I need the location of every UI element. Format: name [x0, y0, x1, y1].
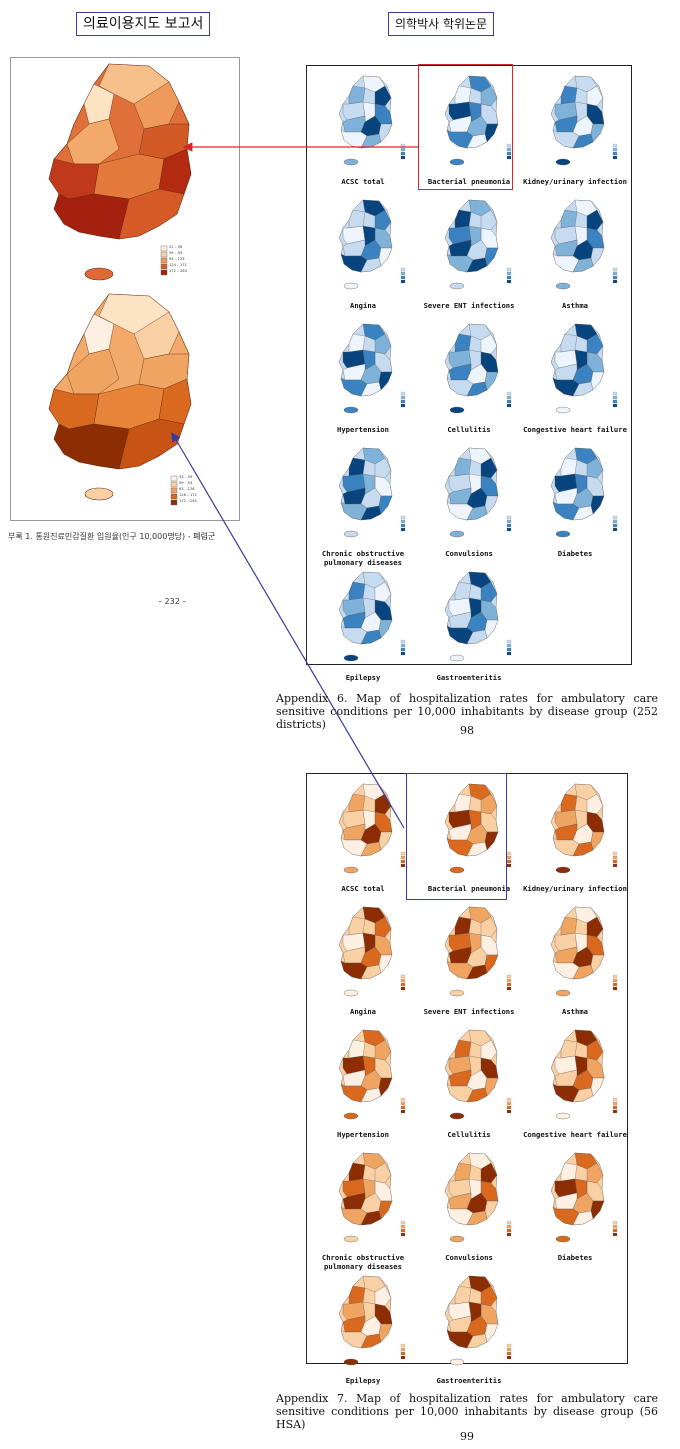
map-panel-label: Congestive heart failure: [523, 425, 627, 434]
choropleth-map: [444, 447, 512, 538]
map-panel: Kidney/urinary infection: [522, 70, 628, 194]
map-panel: Hypertension: [310, 318, 416, 442]
choropleth-map: [550, 323, 618, 414]
choropleth-map: [444, 906, 512, 997]
choropleth-map: [338, 199, 406, 290]
map-panel-label: Epilepsy: [345, 673, 381, 682]
map-panel: ACSC total: [310, 778, 416, 901]
appendix7-caption: Appendix 7. Map of hospitalization rates…: [276, 1392, 658, 1431]
map-panel-label: Convulsions: [445, 1253, 493, 1262]
left-section-title: 의료이용지도 보고서: [76, 12, 211, 36]
map-panel-label: Gastroenteritis: [436, 1376, 502, 1385]
choropleth-map: [338, 783, 406, 874]
choropleth-map: [550, 783, 618, 874]
map-panel-label: Congestive heart failure: [523, 1130, 627, 1139]
map-panel: Bacterial pneumonia: [416, 70, 522, 194]
map-panel: Epilepsy: [310, 566, 416, 690]
map-panel-label: Epilepsy: [345, 1376, 381, 1385]
map-panel-label: Diabetes: [557, 549, 593, 558]
choropleth-map: [338, 1275, 406, 1366]
map-panel-label: Asthma: [562, 301, 588, 310]
map-panel-label: Diabetes: [557, 1253, 593, 1262]
map-panel: Congestive heart failure: [522, 318, 628, 442]
map-panel: Congestive heart failure: [522, 1024, 628, 1147]
report-maps: [48, 63, 192, 506]
map-panel-label: Kidney/urinary infection: [523, 177, 627, 186]
choropleth-map: [444, 783, 512, 874]
choropleth-map: [444, 571, 512, 662]
choropleth-map: [550, 1152, 618, 1243]
choropleth-map: [550, 447, 618, 538]
left-page-number: – 232 –: [158, 597, 187, 606]
choropleth-map: [338, 323, 406, 414]
map-panel: Epilepsy: [310, 1270, 416, 1393]
highlight-red-box: [418, 64, 513, 190]
map-panel-label: Severe ENT infections: [423, 1007, 515, 1016]
map-panel-label: Severe ENT infections: [423, 301, 515, 310]
map-panel-label: Gastroenteritis: [436, 673, 502, 682]
report-map-frame: 22 – 58 59 – 93 94 – 123 124 – 171 172 –…: [10, 57, 240, 521]
map-panel: Severe ENT infections: [416, 194, 522, 318]
map-panel-label: Cellulitis: [447, 425, 491, 434]
highlight-blue-box: [406, 773, 507, 900]
map-panel-label: ACSC total: [341, 884, 385, 893]
map-panel: ACSC total: [310, 70, 416, 194]
map-panel: Kidney/urinary infection: [522, 778, 628, 901]
map-panel: Bacterial pneumonia: [416, 778, 522, 901]
choropleth-map: [550, 906, 618, 997]
appendix7-page-number: 99: [460, 1430, 474, 1443]
choropleth-map: [338, 1152, 406, 1243]
map-panel: Convulsions: [416, 442, 522, 566]
map-panel-label: Asthma: [562, 1007, 588, 1016]
choropleth-map: [550, 1029, 618, 1120]
choropleth-map: [444, 1275, 512, 1366]
map-panel-label: Bacterial pneumonia: [427, 884, 511, 893]
map-panel-label: Angina: [350, 1007, 376, 1016]
choropleth-map: [338, 75, 406, 166]
map-panel-label: Hypertension: [337, 425, 389, 434]
map-panel: Gastroenteritis: [416, 1270, 522, 1393]
right-section-title: 의학박사 학위논문: [388, 12, 495, 36]
map-panel: Diabetes: [522, 1147, 628, 1270]
map-panel: Gastroenteritis: [416, 566, 522, 690]
map-panel-label: Chronic obstructive pulmonary diseases: [321, 1253, 405, 1271]
map-panel: Chronic obstructive pulmonary diseases: [310, 1147, 416, 1271]
choropleth-map: [444, 323, 512, 414]
map-panel-label: Chronic obstructive pulmonary diseases: [321, 549, 405, 567]
map-panel: Chronic obstructive pulmonary diseases: [310, 442, 416, 567]
map-panel-label: Convulsions: [445, 549, 493, 558]
map-panel: Hypertension: [310, 1024, 416, 1147]
choropleth-map: [444, 75, 512, 166]
choropleth-map: [550, 75, 618, 166]
choropleth-map: [444, 1029, 512, 1120]
choropleth-map: [444, 199, 512, 290]
choropleth-map: [444, 1152, 512, 1243]
left-caption: 부록 1. 통원진료민감질환 입원율(인구 10,000명당) - 폐렴군: [8, 532, 216, 541]
choropleth-map: [550, 199, 618, 290]
choropleth-map: [338, 1029, 406, 1120]
map-panel-label: Hypertension: [337, 1130, 389, 1139]
map-panel: Asthma: [522, 194, 628, 318]
legend-bottom: 33 – 59 59 – 93 93 – 126 126 – 172 172 –…: [179, 475, 197, 503]
map-panel-label: Kidney/urinary infection: [523, 884, 627, 893]
choropleth-map: [338, 571, 406, 662]
appendix6-page-number: 98: [460, 724, 474, 737]
map-panel: Angina: [310, 194, 416, 318]
map-panel-label: Angina: [350, 301, 376, 310]
map-panel: Cellulitis: [416, 1024, 522, 1147]
map-panel-label: ACSC total: [341, 177, 385, 186]
map-panel-label: Bacterial pneumonia: [427, 177, 511, 186]
map-panel: Angina: [310, 901, 416, 1024]
map-panel: Severe ENT infections: [416, 901, 522, 1024]
map-panel: Diabetes: [522, 442, 628, 566]
legend-top: 22 – 58 59 – 93 94 – 123 124 – 171 172 –…: [169, 245, 187, 273]
choropleth-map: [338, 906, 406, 997]
choropleth-map: [338, 447, 406, 538]
map-panel: Asthma: [522, 901, 628, 1024]
map-panel-label: Cellulitis: [447, 1130, 491, 1139]
appendix6-caption: Appendix 6. Map of hospitalization rates…: [276, 692, 658, 731]
map-panel: Convulsions: [416, 1147, 522, 1270]
map-panel: Cellulitis: [416, 318, 522, 442]
